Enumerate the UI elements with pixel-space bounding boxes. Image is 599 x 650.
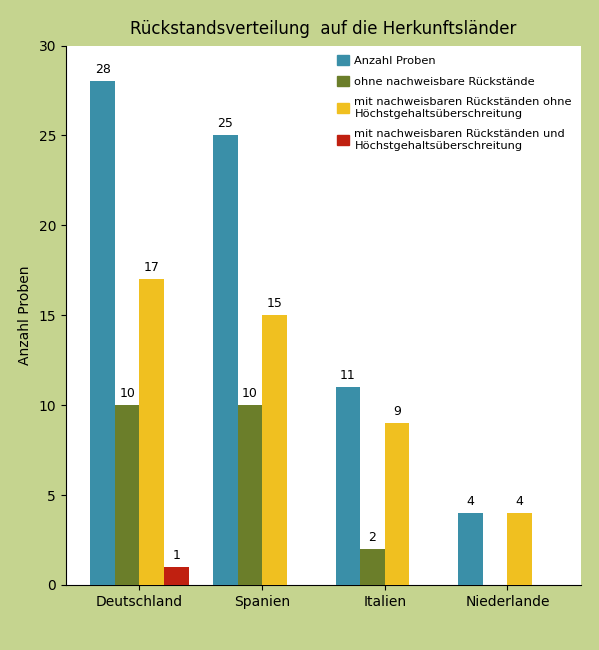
Bar [262, 315, 287, 585]
Text: 10: 10 [242, 387, 258, 400]
Text: 10: 10 [119, 387, 135, 400]
Bar [507, 513, 532, 585]
Text: 25: 25 [217, 117, 233, 130]
Bar [385, 423, 409, 585]
Text: 15: 15 [267, 297, 282, 310]
Bar [458, 513, 483, 585]
Bar [140, 280, 164, 585]
Bar [115, 405, 140, 585]
Bar [213, 135, 238, 585]
Legend: Anzahl Proben, ohne nachweisbare Rückstände, mit nachweisbaren Rückständen ohne
: Anzahl Proben, ohne nachweisbare Rückstä… [334, 51, 575, 154]
Text: 2: 2 [368, 530, 376, 543]
Bar [335, 387, 360, 585]
Bar [238, 405, 262, 585]
Bar [164, 567, 189, 585]
Text: 4: 4 [467, 495, 474, 508]
Title: Rückstandsverteilung  auf die Herkunftsländer: Rückstandsverteilung auf die Herkunftslä… [130, 20, 517, 38]
Text: 11: 11 [340, 369, 356, 382]
Text: 28: 28 [95, 63, 111, 76]
Text: 4: 4 [516, 495, 524, 508]
Y-axis label: Anzahl Proben: Anzahl Proben [17, 265, 32, 365]
Text: 1: 1 [173, 549, 180, 562]
Text: 9: 9 [393, 405, 401, 418]
Bar [360, 549, 385, 585]
Bar [90, 81, 115, 585]
Text: 17: 17 [144, 261, 160, 274]
